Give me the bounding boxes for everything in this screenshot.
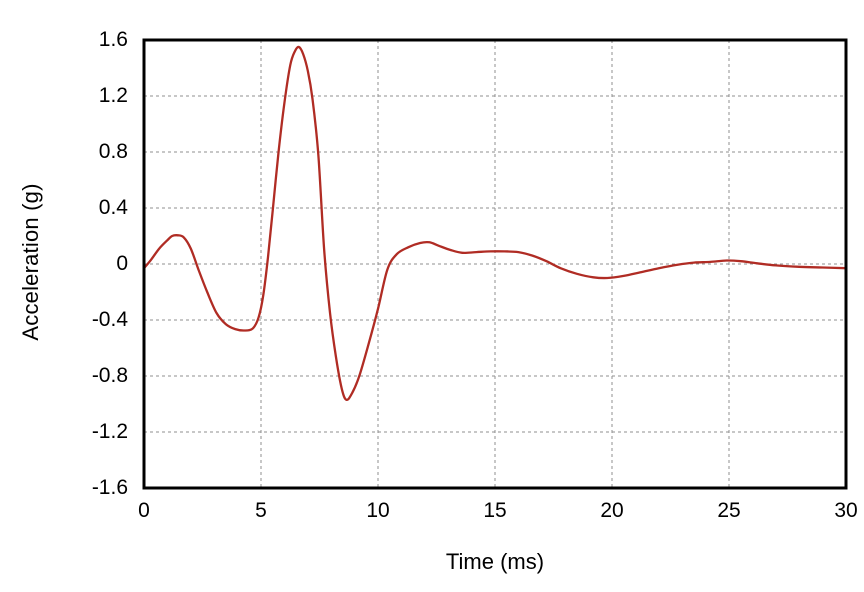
x-axis-title: Time (ms) [445,549,545,574]
acceleration-curve [142,45,848,402]
y-tick-label: -1.2 [91,420,128,443]
y-tick-label: 1.2 [98,84,128,107]
x-tick-label: 5 [255,499,267,522]
y-tick-label: -1.6 [91,476,128,499]
y-tick-label: -0.8 [91,364,128,387]
y-tick-label: 0.8 [98,140,128,163]
x-tick-label: 0 [138,499,150,522]
y-tick-label: 0 [116,252,128,275]
x-tick-label: 10 [366,499,390,522]
y-tick-label: 0.4 [98,196,128,219]
x-tick-label: 30 [834,499,858,522]
x-tick-label: 25 [717,499,741,522]
x-tick-label: 15 [483,499,507,522]
y-tick-label: 1.6 [98,28,128,51]
y-tick-label: -0.4 [91,308,128,331]
plot-frame [142,38,848,490]
x-tick-label: 20 [600,499,624,522]
plot-area [142,38,848,490]
